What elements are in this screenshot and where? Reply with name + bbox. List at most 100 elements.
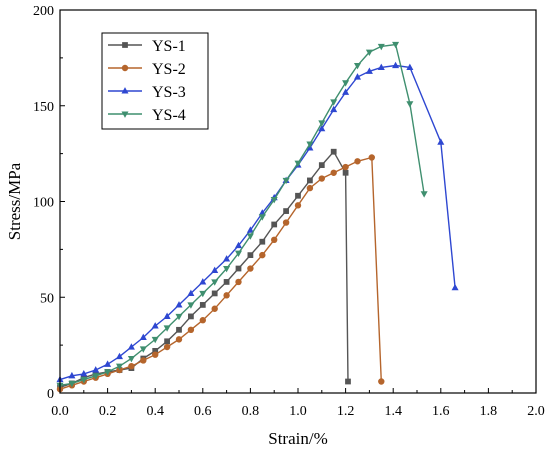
series-marker xyxy=(318,162,325,168)
series-marker xyxy=(80,370,88,377)
series-marker xyxy=(420,191,428,198)
series-marker xyxy=(354,158,361,165)
series-marker xyxy=(115,363,124,371)
series-marker xyxy=(164,338,170,345)
series-marker xyxy=(345,378,351,385)
plot-frame xyxy=(59,9,537,394)
y-tick-label: 200 xyxy=(33,4,54,19)
series-marker xyxy=(270,197,278,204)
series-marker xyxy=(199,302,206,308)
series-marker xyxy=(175,336,183,343)
legend-box xyxy=(101,32,209,130)
series-marker xyxy=(199,278,207,285)
x-tick-label: 0.2 xyxy=(99,404,117,419)
series-marker xyxy=(271,236,278,243)
series-marker xyxy=(139,346,147,353)
y-axis-ticks: 0 50 100 150 200 xyxy=(33,4,65,402)
series-marker xyxy=(68,380,76,388)
legend-label: YS-4 xyxy=(152,107,186,124)
series-marker xyxy=(282,219,290,226)
series-marker xyxy=(139,333,147,341)
series-marker xyxy=(187,302,195,309)
x-tick-label: 0.8 xyxy=(242,404,260,419)
series-marker xyxy=(151,322,159,329)
series-marker xyxy=(365,49,373,56)
series-marker xyxy=(259,251,266,259)
x-tick-label: 2.0 xyxy=(527,404,545,419)
series-marker xyxy=(115,352,124,360)
series-marker xyxy=(223,265,231,273)
series-marker xyxy=(140,357,147,364)
series-marker xyxy=(127,343,135,350)
series-marker xyxy=(163,325,171,332)
legend-label: YS-2 xyxy=(152,61,186,78)
x-tick-label: 1.4 xyxy=(384,404,402,419)
series-marker xyxy=(199,317,206,324)
x-axis-ticks: 0.0 0.2 0.4 0.6 0.8 1.0 1.2 1.4 1.6 1.8 2.0 xyxy=(51,388,545,419)
series-marker xyxy=(330,169,337,176)
series-marker xyxy=(163,343,171,351)
series-marker xyxy=(377,63,385,71)
y-tick-label: 150 xyxy=(33,100,54,115)
series-line xyxy=(59,150,349,388)
series-marker xyxy=(406,101,414,108)
series-marker xyxy=(365,67,373,74)
series-marker xyxy=(92,366,100,373)
series-marker xyxy=(318,120,326,127)
series-marker xyxy=(342,169,349,176)
x-tick-label: 1.8 xyxy=(480,404,498,419)
series-marker xyxy=(330,99,338,106)
series-marker xyxy=(68,371,76,379)
series-marker xyxy=(294,202,302,209)
x-tick-label: 0.0 xyxy=(51,404,69,419)
series-marker xyxy=(152,347,159,354)
series-marker xyxy=(330,105,338,113)
series-marker xyxy=(377,43,385,51)
series-marker xyxy=(121,87,129,94)
series-marker xyxy=(151,336,159,344)
series-marker xyxy=(128,362,135,370)
series-marker xyxy=(104,360,112,367)
series-marker xyxy=(211,266,219,273)
series-marker xyxy=(451,283,459,291)
series-marker xyxy=(437,138,445,145)
series-marker xyxy=(121,111,129,118)
series-marker xyxy=(342,80,350,87)
x-tick-label: 1.2 xyxy=(337,404,355,419)
series-marker xyxy=(246,233,254,240)
series-marker xyxy=(295,192,301,199)
series-marker xyxy=(234,250,243,258)
series-marker xyxy=(307,177,313,184)
series-marker xyxy=(223,292,230,299)
series-marker xyxy=(283,208,289,214)
series-marker xyxy=(259,238,266,245)
series-marker xyxy=(271,221,278,228)
x-tick-label: 0.6 xyxy=(194,404,212,419)
y-tick-label: 100 xyxy=(33,196,54,211)
series-marker xyxy=(122,42,128,48)
series-marker xyxy=(80,377,88,384)
series-line xyxy=(59,156,382,390)
series-marker xyxy=(121,64,129,72)
series-marker xyxy=(235,278,242,286)
series-marker xyxy=(246,226,254,233)
series-marker xyxy=(318,124,326,132)
series-marker xyxy=(104,369,112,376)
series-ys-4 xyxy=(56,41,428,390)
series-marker xyxy=(247,252,254,258)
y-tick-label: 0 xyxy=(47,387,54,402)
series-marker xyxy=(368,154,375,161)
series-marker xyxy=(342,163,349,171)
legend-label: YS-1 xyxy=(152,38,186,55)
x-tick-label: 1.6 xyxy=(432,404,450,419)
series-marker xyxy=(306,184,314,192)
series-ys-2 xyxy=(56,154,385,393)
series-marker xyxy=(406,63,414,71)
series-marker xyxy=(187,326,195,334)
series-marker xyxy=(235,265,242,272)
series-marker xyxy=(318,175,325,182)
series-marker xyxy=(392,41,400,49)
x-tick-label: 0.4 xyxy=(146,404,164,419)
series-ys-3 xyxy=(56,61,459,383)
